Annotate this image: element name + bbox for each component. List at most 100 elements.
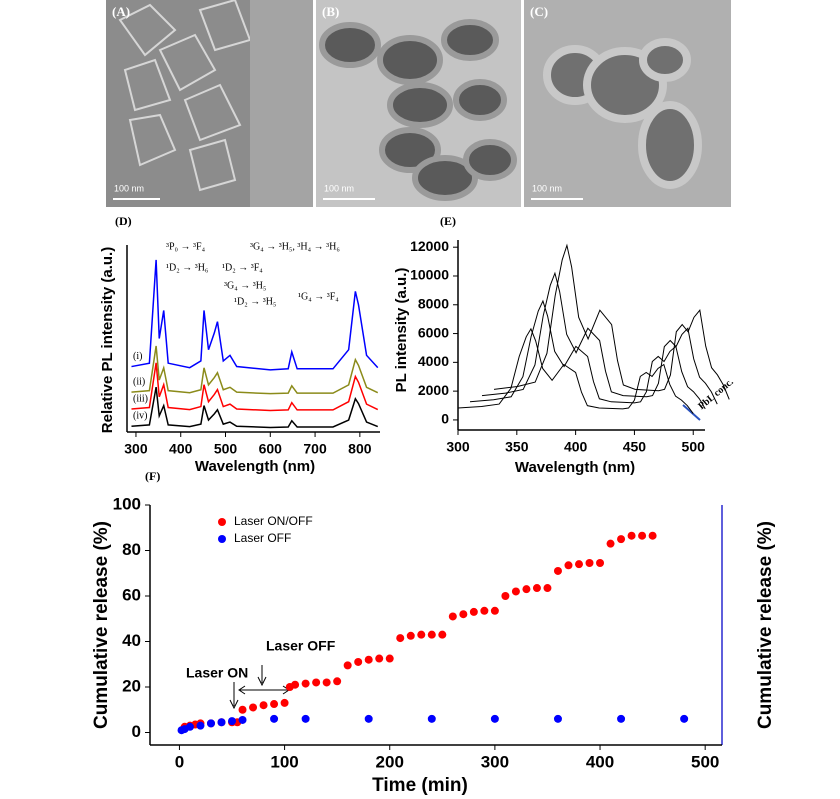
annotation: ¹G₄ → ³F₄ bbox=[298, 291, 339, 302]
scale-label: 100 nm bbox=[324, 183, 354, 193]
data-point bbox=[333, 677, 342, 686]
annotation-arrows bbox=[229, 404, 701, 710]
data-point bbox=[406, 631, 415, 640]
data-point bbox=[196, 721, 205, 730]
y-tick-label: 4000 bbox=[418, 353, 449, 369]
data-point bbox=[354, 657, 363, 666]
spectrum-line bbox=[457, 327, 694, 414]
data-point bbox=[301, 679, 310, 688]
data-point bbox=[270, 714, 279, 723]
x-tick-label: 600 bbox=[259, 441, 283, 457]
tem-bg-a bbox=[250, 0, 313, 207]
y-tick-label: 6000 bbox=[418, 324, 449, 340]
spectrum-line bbox=[131, 386, 379, 429]
data-point bbox=[301, 714, 310, 723]
data-point bbox=[553, 714, 562, 723]
panel-label: (F) bbox=[145, 469, 160, 483]
data-point bbox=[564, 561, 573, 570]
data-point bbox=[427, 630, 436, 639]
y2-axis-label: Cumulative release (%) bbox=[755, 521, 776, 729]
y-tick-label: 80 bbox=[122, 540, 141, 559]
data-point bbox=[322, 678, 331, 687]
data-point bbox=[238, 705, 247, 714]
legend-marker bbox=[218, 535, 226, 543]
panel-label: (A) bbox=[112, 4, 130, 19]
x-tick-label: 500 bbox=[691, 752, 719, 771]
panel-label: (D) bbox=[115, 214, 132, 228]
x-tick-label: 800 bbox=[348, 441, 372, 457]
panel-label: (C) bbox=[530, 4, 548, 19]
series-label: (i) bbox=[133, 351, 142, 362]
y-axis-label: PL intensity (a.u.) bbox=[393, 268, 410, 393]
y-tick-label: 60 bbox=[122, 585, 141, 604]
x-tick-label: 300 bbox=[124, 441, 148, 457]
spectrum-line bbox=[481, 271, 718, 405]
data-point bbox=[291, 680, 300, 689]
data-point bbox=[596, 559, 605, 568]
data-point bbox=[522, 585, 531, 594]
x-tick-label: 700 bbox=[303, 441, 327, 457]
data-point bbox=[396, 634, 405, 643]
panel-label: (E) bbox=[440, 214, 456, 228]
y-tick-label: 0 bbox=[441, 411, 449, 427]
data-point bbox=[217, 718, 226, 727]
data-point bbox=[375, 654, 384, 663]
annotation: ¹D₂ → ³F₄ bbox=[222, 262, 263, 273]
spectrum-line bbox=[493, 243, 730, 400]
x-tick-label: 500 bbox=[214, 441, 238, 457]
annotation: PbL conc. bbox=[696, 376, 736, 412]
y-axis-label: Cumulative release (%) bbox=[91, 521, 112, 729]
x-axis-label: Wavelength (nm) bbox=[515, 459, 635, 476]
data-point bbox=[280, 698, 289, 707]
data-point bbox=[228, 717, 237, 726]
data-point bbox=[617, 714, 626, 723]
x-tick-label: 450 bbox=[623, 439, 647, 455]
scale-label: 100 nm bbox=[532, 183, 562, 193]
annotation: Laser ON bbox=[186, 665, 248, 681]
data-point bbox=[553, 566, 562, 575]
data-point bbox=[490, 606, 499, 615]
series-label: (iii) bbox=[133, 393, 148, 404]
scale-label: 100 nm bbox=[114, 183, 144, 193]
data-point bbox=[469, 607, 478, 616]
data-point bbox=[606, 539, 615, 548]
data-point bbox=[638, 531, 647, 540]
y-tick-label: 100 bbox=[113, 494, 141, 513]
data-point bbox=[448, 612, 457, 621]
x-axis-label: Wavelength (nm) bbox=[195, 458, 315, 475]
data-point bbox=[459, 610, 468, 619]
x-tick-label: 0 bbox=[175, 752, 184, 771]
x-tick-label: 500 bbox=[682, 439, 706, 455]
panel-label: (B) bbox=[322, 4, 339, 19]
data-point bbox=[532, 584, 541, 593]
y-tick-label: 0 bbox=[132, 722, 141, 741]
tem-images bbox=[106, 0, 731, 207]
data-point bbox=[543, 584, 552, 593]
series-label: (iv) bbox=[133, 410, 147, 421]
spectrum-line bbox=[131, 345, 379, 395]
data-point bbox=[627, 531, 636, 540]
data-point bbox=[648, 531, 657, 540]
x-tick-label: 350 bbox=[505, 439, 529, 455]
annotation: ³P₀ → ³F₄ bbox=[166, 241, 206, 252]
y-tick-label: 8000 bbox=[418, 295, 449, 311]
data-point bbox=[417, 630, 426, 639]
data-point bbox=[238, 715, 247, 724]
annotation: ¹D₂ → ³H₅ bbox=[234, 296, 276, 307]
y-axis-label: Relative PL intensity (a.u.) bbox=[99, 247, 116, 433]
data-point bbox=[259, 701, 268, 710]
annotation: ³G₄ → ³H₅, ³H₄ → ³H₆ bbox=[250, 241, 340, 252]
annotation: ¹D₂ → ³H₆ bbox=[166, 262, 209, 273]
data-point bbox=[480, 606, 489, 615]
data-point bbox=[680, 714, 689, 723]
data-point bbox=[270, 700, 279, 709]
x-tick-label: 400 bbox=[586, 752, 614, 771]
legend-marker bbox=[218, 518, 226, 526]
x-tick-label: 300 bbox=[481, 752, 509, 771]
data-point bbox=[511, 587, 520, 596]
y-tick-label: 10000 bbox=[410, 267, 449, 283]
x-tick-label: 300 bbox=[446, 439, 470, 455]
y-tick-label: 2000 bbox=[418, 382, 449, 398]
data-point bbox=[438, 630, 447, 639]
